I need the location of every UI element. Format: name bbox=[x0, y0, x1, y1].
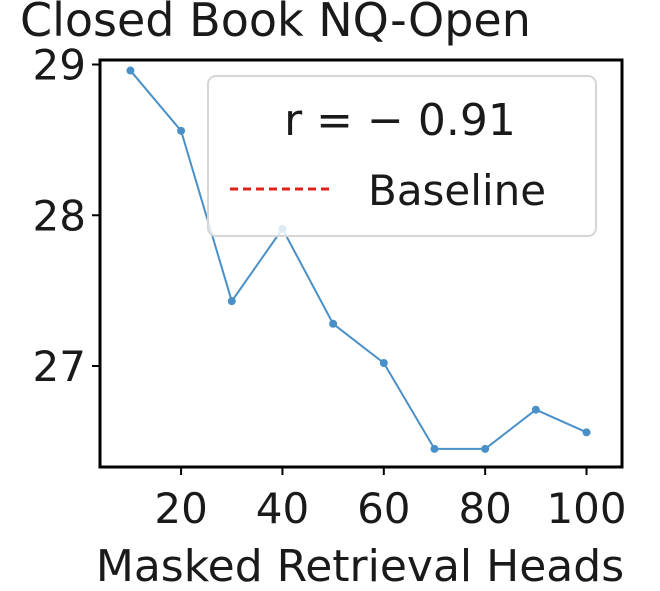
y-tick-label: 29 bbox=[33, 41, 86, 90]
x-tick-label: 100 bbox=[546, 484, 626, 533]
y-tick-labels: 27 28 29 bbox=[33, 41, 86, 391]
data-point bbox=[481, 444, 490, 453]
x-tick-label: 40 bbox=[256, 484, 309, 533]
correlation-annotation: r = − 0.91 bbox=[284, 95, 516, 146]
x-tick-label: 20 bbox=[154, 484, 207, 533]
data-point bbox=[430, 444, 439, 453]
data-point bbox=[379, 358, 388, 367]
x-tick-label: 80 bbox=[458, 484, 511, 533]
data-point bbox=[177, 126, 186, 135]
data-point bbox=[227, 297, 236, 306]
legend-baseline-label: Baseline bbox=[368, 166, 546, 215]
y-tick-label: 27 bbox=[33, 342, 86, 391]
data-point bbox=[582, 428, 591, 437]
series-line bbox=[129, 69, 587, 450]
data-point bbox=[126, 66, 135, 75]
data-point bbox=[531, 405, 540, 414]
plot-frame bbox=[98, 58, 624, 469]
series-points bbox=[126, 66, 591, 453]
legend-box bbox=[207, 75, 597, 237]
chart-title: Closed Book NQ-Open bbox=[20, 0, 531, 47]
data-point bbox=[329, 319, 338, 328]
legend: r = − 0.91 Baseline bbox=[207, 75, 597, 237]
x-tick-labels: 20 40 60 80 100 bbox=[154, 484, 626, 533]
y-tick-label: 28 bbox=[33, 191, 86, 240]
x-axis-label: Masked Retrieval Heads bbox=[96, 541, 624, 591]
x-tick-label: 60 bbox=[357, 484, 410, 533]
